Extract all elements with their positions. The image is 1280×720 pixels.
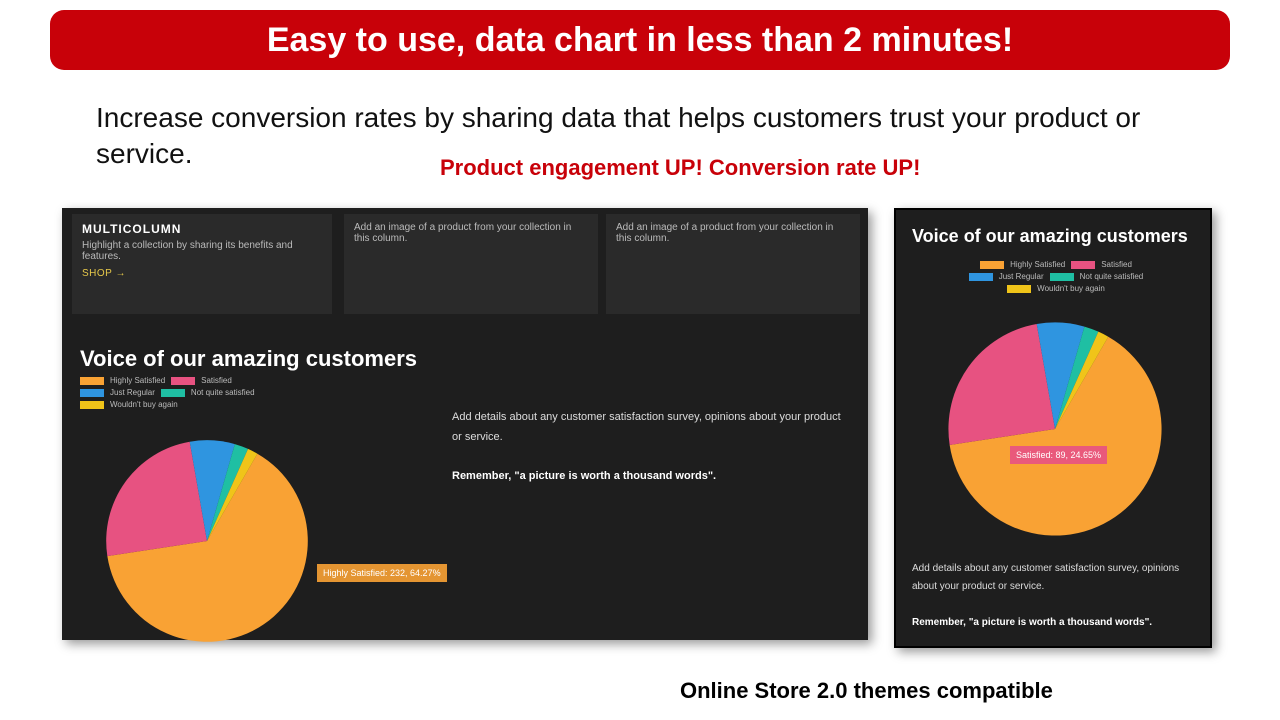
chart-legend-desktop: Highly Satisfied Satisfied Just Regular Not… [80,376,340,412]
legend-label: Just Regular [110,388,155,397]
pie-slice[interactable] [948,324,1055,445]
multicolumn-col3-text: Add an image of a product from your coll… [616,222,850,244]
legend-swatch [161,389,185,397]
multicolumn-card-2: Add an image of a product from your coll… [344,214,598,314]
desktop-preview-panel: MULTICOLUMN Highlight a collection by sh… [62,208,868,640]
legend-swatch [80,401,104,409]
legend-swatch [969,273,993,281]
headline-banner: Easy to use, data chart in less than 2 m… [50,10,1230,70]
pie-tooltip-desktop: Highly Satisfied: 232, 64.27% [317,564,447,582]
pie-chart-desktop: Highly Satisfied: 232, 64.27% [102,436,312,646]
pie-svg-mobile [944,318,1166,540]
pie-tooltip-mobile: Satisfied: 89, 24.65% [1010,446,1107,464]
legend-label: Wouldn't buy again [110,400,178,409]
chart-title-desktop: Voice of our amazing customers [80,346,417,372]
headline-text: Easy to use, data chart in less than 2 m… [267,21,1013,60]
legend-label: Highly Satisfied [110,376,165,385]
chart-desc-mobile-line2: Remember, "a picture is worth a thousand… [912,617,1152,628]
chart-desc-line2: Remember, "a picture is worth a thousand… [452,470,716,482]
legend-swatch [171,377,195,385]
multicolumn-title: MULTICOLUMN [82,222,322,236]
legend-swatch [1007,285,1031,293]
legend-swatch [80,389,104,397]
pie-slice[interactable] [106,442,207,556]
shop-link[interactable]: SHOP → [82,268,126,279]
multicolumn-blurb: Highlight a collection by sharing its be… [82,240,322,262]
legend-label: Just Regular [999,272,1044,281]
chart-legend-mobile: Highly Satisfied Satisfied Just Regular Not… [916,260,1196,296]
chart-desc-desktop: Add details about any customer satisfact… [452,408,842,487]
legend-swatch [80,377,104,385]
callout: Product engagement UP! Conversion rate U… [440,155,920,181]
chart-desc-mobile-line1: Add details about any customer satisfact… [912,560,1198,596]
chart-desc-mobile: Add details about any customer satisfact… [912,560,1198,632]
legend-label: Satisfied [201,376,232,385]
footer-note: Online Store 2.0 themes compatible [680,678,1053,704]
legend-label: Wouldn't buy again [1037,284,1105,293]
multicolumn-card-3: Add an image of a product from your coll… [606,214,860,314]
mobile-preview-panel: Voice of our amazing customers Highly Sa… [894,208,1212,648]
chart-desc-line1: Add details about any customer satisfact… [452,408,842,448]
legend-swatch [1050,273,1074,281]
multicolumn-card-1: MULTICOLUMN Highlight a collection by sh… [72,214,332,314]
legend-swatch [980,261,1004,269]
legend-label: Not quite satisfied [191,388,255,397]
pie-svg-desktop [102,436,312,646]
legend-label: Satisfied [1101,260,1132,269]
pie-chart-mobile: Satisfied: 89, 24.65% [944,318,1166,540]
legend-label: Not quite satisfied [1080,272,1144,281]
legend-label: Highly Satisfied [1010,260,1065,269]
multicolumn-col2-text: Add an image of a product from your coll… [354,222,588,244]
chart-title-mobile: Voice of our amazing customers [912,226,1188,247]
legend-swatch [1071,261,1095,269]
